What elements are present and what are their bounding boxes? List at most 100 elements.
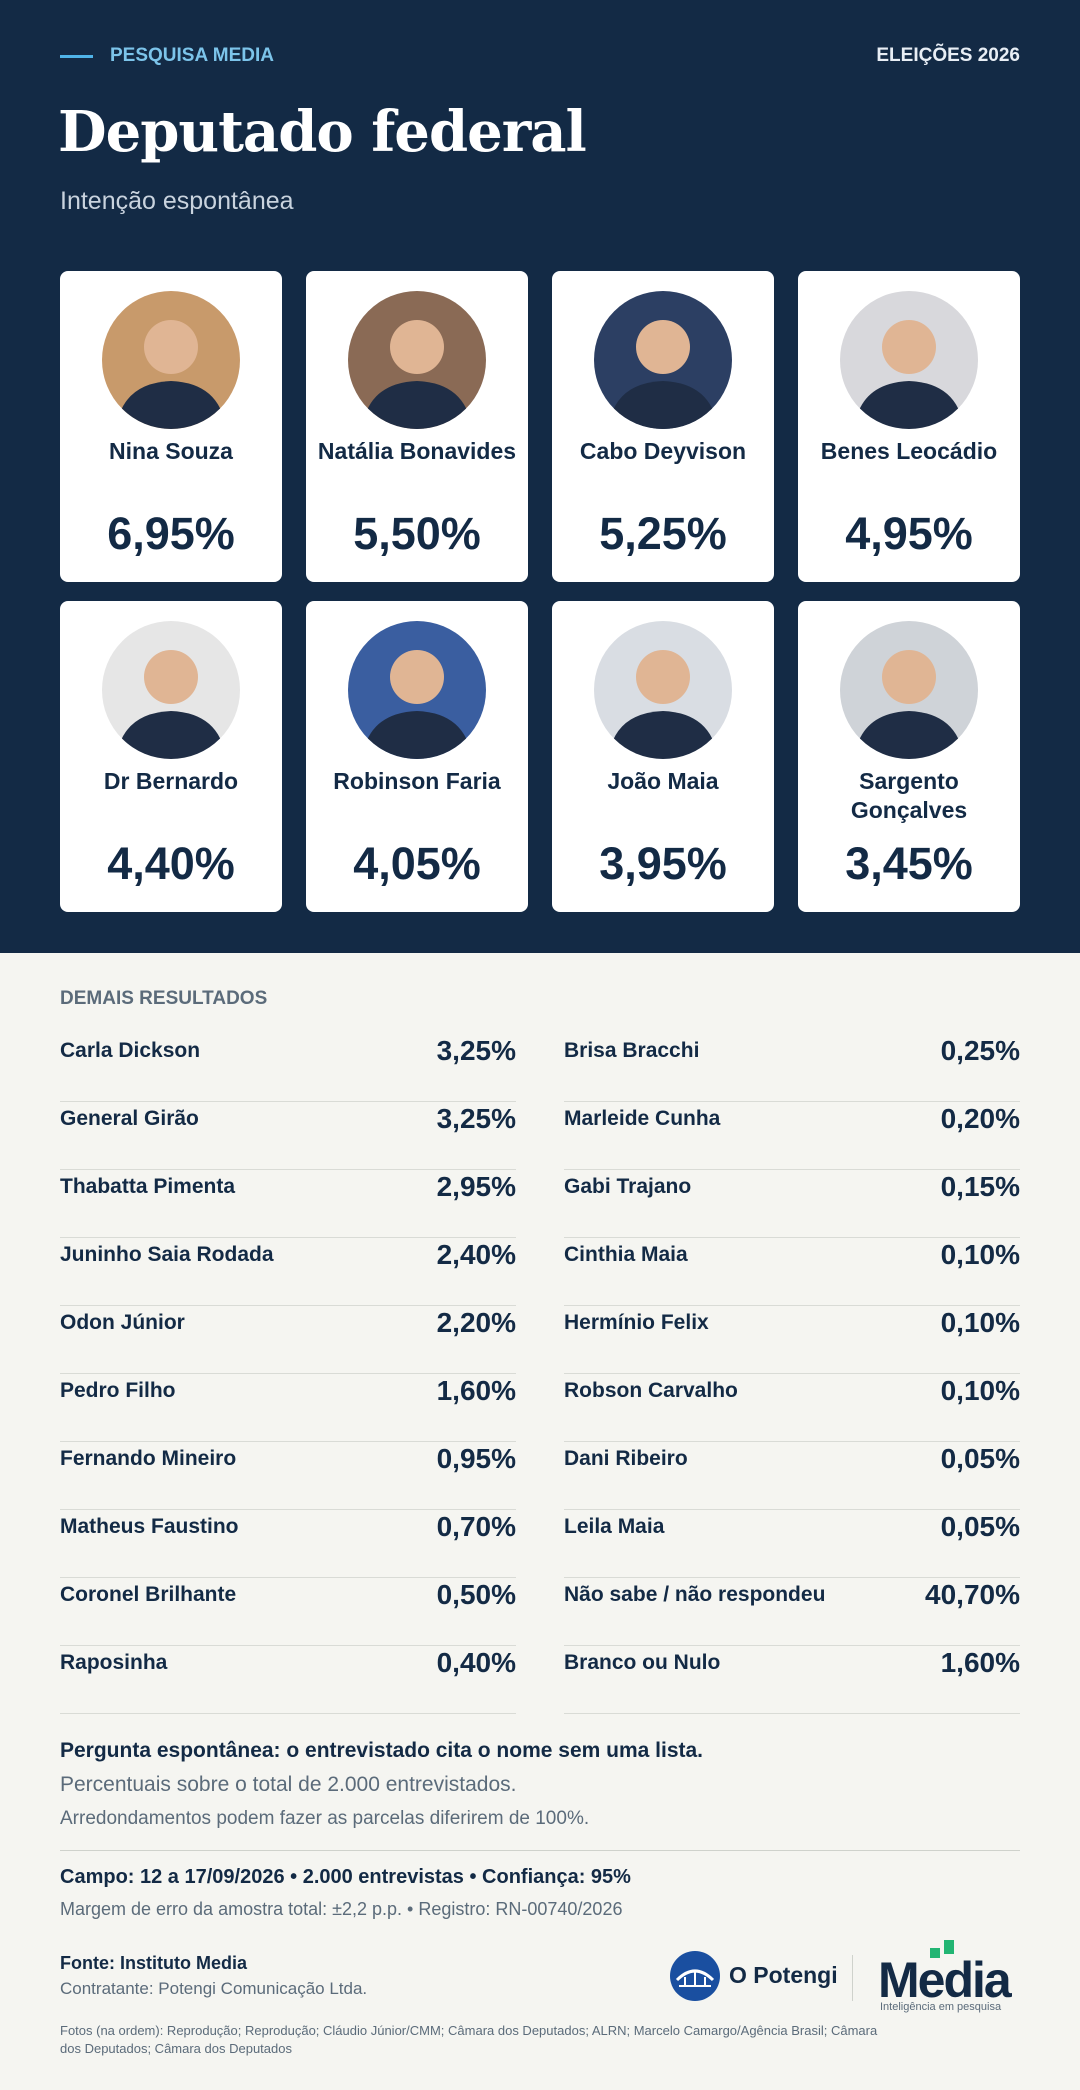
result-name: Coronel Brilhante bbox=[60, 1583, 237, 1606]
edition: ELEIÇÕES 2026 bbox=[876, 45, 1020, 66]
candidate-value: 4,40% bbox=[107, 838, 235, 889]
candidate-card: Sargento Gonçalves 3,45% bbox=[798, 601, 1020, 912]
result-name: Pedro Filho bbox=[60, 1379, 176, 1402]
result-row: Robson Carvalho 0,10% bbox=[564, 1374, 1020, 1442]
result-name: Hermínio Felix bbox=[564, 1311, 709, 1334]
candidate-name: Benes Leocádio bbox=[820, 438, 998, 464]
candidate-value: 5,25% bbox=[599, 508, 727, 559]
result-name: Dani Ribeiro bbox=[564, 1447, 688, 1470]
result-row: Dani Ribeiro 0,05% bbox=[564, 1442, 1020, 1510]
fieldwork: Campo: 12 a 17/09/2026 • 2.000 entrevist… bbox=[60, 1866, 631, 1888]
candidate-value: 4,05% bbox=[353, 838, 481, 889]
result-name: Brisa Bracchi bbox=[564, 1039, 700, 1062]
client: Contratante: Potengi Comunicação Ltda. bbox=[60, 1979, 368, 1998]
title: Deputado federal bbox=[58, 99, 587, 165]
result-value: 0,50% bbox=[436, 1579, 516, 1610]
subtitle: Intenção espontânea bbox=[60, 187, 294, 215]
result-row: Leila Maia 0,05% bbox=[564, 1510, 1020, 1578]
result-value: 0,10% bbox=[940, 1307, 1020, 1338]
result-name: Marleide Cunha bbox=[564, 1107, 721, 1130]
result-name: Não sabe / não respondeu bbox=[564, 1583, 826, 1606]
candidate-card: Cabo Deyvison 5,25% bbox=[552, 271, 774, 582]
result-row: Marleide Cunha 0,20% bbox=[564, 1102, 1020, 1170]
result-row: Pedro Filho 1,60% bbox=[60, 1374, 516, 1442]
candidate-card: Nina Souza 6,95% bbox=[60, 271, 282, 582]
result-row: Branco ou Nulo 1,60% bbox=[564, 1646, 1020, 1714]
note: Pergunta espontânea: o entrevistado cita… bbox=[60, 1739, 704, 1762]
result-row: Gabi Trajano 0,15% bbox=[564, 1170, 1020, 1238]
result-row: Carla Dickson 3,25% bbox=[60, 1034, 516, 1102]
candidate-card: João Maia 3,95% bbox=[552, 601, 774, 912]
result-value: 0,70% bbox=[436, 1511, 516, 1542]
result-row: Matheus Faustino 0,70% bbox=[60, 1510, 516, 1578]
accent-dash bbox=[60, 55, 93, 58]
candidate-photo bbox=[348, 291, 486, 429]
result-value: 0,25% bbox=[940, 1035, 1020, 1066]
result-name: Gabi Trajano bbox=[564, 1175, 692, 1198]
result-row: Brisa Bracchi 0,25% bbox=[564, 1034, 1020, 1102]
result-name: Robson Carvalho bbox=[564, 1379, 738, 1402]
divider bbox=[60, 1850, 1020, 1851]
candidate-name: Natália Bonavides bbox=[317, 438, 517, 464]
result-value: 0,95% bbox=[436, 1443, 516, 1474]
result-value: 1,60% bbox=[436, 1375, 516, 1406]
source: Fonte: Instituto Media bbox=[60, 1953, 247, 1973]
candidate-photo bbox=[102, 291, 240, 429]
kicker: PESQUISA MEDIA bbox=[110, 45, 274, 66]
result-row: Cinthia Maia 0,10% bbox=[564, 1238, 1020, 1306]
result-name: Fernando Mineiro bbox=[60, 1447, 237, 1470]
media-icon bbox=[930, 1940, 954, 1958]
result-value: 0,10% bbox=[940, 1239, 1020, 1270]
section-title: DEMAIS RESULTADOS bbox=[60, 988, 268, 1009]
result-value: 2,95% bbox=[436, 1171, 516, 1202]
result-value: 0,20% bbox=[940, 1103, 1020, 1134]
note: Arredondamentos podem fazer as parcelas … bbox=[60, 1808, 590, 1829]
potengi-icon bbox=[670, 1951, 720, 2001]
result-value: 0,10% bbox=[940, 1375, 1020, 1406]
result-name: Branco ou Nulo bbox=[564, 1651, 721, 1674]
media-tagline: Inteligência em pesquisa bbox=[880, 2001, 1002, 2013]
candidate-card: Natália Bonavides 5,50% bbox=[306, 271, 528, 582]
note: Percentuais sobre o total de 2.000 entre… bbox=[60, 1773, 517, 1796]
result-name: Cinthia Maia bbox=[564, 1243, 688, 1266]
fieldwork: Margem de erro da amostra total: ±2,2 p.… bbox=[60, 1899, 623, 1919]
candidate-photo bbox=[840, 291, 978, 429]
result-row: Odon Júnior 2,20% bbox=[60, 1306, 516, 1374]
candidate-photo bbox=[594, 621, 732, 759]
result-value: 2,40% bbox=[436, 1239, 516, 1270]
result-name: Raposinha bbox=[60, 1651, 168, 1674]
candidate-value: 6,95% bbox=[107, 508, 235, 559]
candidate-name: Sargento Gonçalves bbox=[850, 768, 968, 823]
candidate-name: Cabo Deyvison bbox=[579, 438, 747, 464]
candidate-name: Nina Souza bbox=[109, 438, 233, 464]
result-name: Odon Júnior bbox=[60, 1311, 185, 1334]
candidate-photo bbox=[594, 291, 732, 429]
result-value: 0,05% bbox=[940, 1511, 1020, 1542]
result-row: Thabatta Pimenta 2,95% bbox=[60, 1170, 516, 1238]
result-name: Carla Dickson bbox=[60, 1039, 201, 1062]
result-row: General Girão 3,25% bbox=[60, 1102, 516, 1170]
candidate-photo bbox=[840, 621, 978, 759]
candidate-name: Dr Bernardo bbox=[103, 768, 239, 794]
result-value: 3,25% bbox=[436, 1035, 516, 1066]
candidate-card: Robinson Faria 4,05% bbox=[306, 601, 528, 912]
result-row: Hermínio Felix 0,10% bbox=[564, 1306, 1020, 1374]
candidate-card: Benes Leocádio 4,95% bbox=[798, 271, 1020, 582]
result-value: 0,15% bbox=[940, 1171, 1020, 1202]
candidate-value: 3,95% bbox=[599, 838, 727, 889]
result-row: Não sabe / não respondeu 40,70% bbox=[564, 1578, 1020, 1646]
result-name: Leila Maia bbox=[564, 1515, 665, 1538]
result-row: Juninho Saia Rodada 2,40% bbox=[60, 1238, 516, 1306]
candidate-value: 5,50% bbox=[353, 508, 481, 559]
result-value: 3,25% bbox=[436, 1103, 516, 1134]
result-value: 40,70% bbox=[925, 1579, 1020, 1610]
potengi-logo: O Potengi bbox=[729, 1962, 838, 1988]
result-name: Matheus Faustino bbox=[60, 1515, 239, 1538]
candidate-name: Robinson Faria bbox=[333, 768, 501, 794]
result-value: 0,05% bbox=[940, 1443, 1020, 1474]
result-row: Raposinha 0,40% bbox=[60, 1646, 516, 1714]
result-value: 1,60% bbox=[940, 1647, 1020, 1678]
candidate-name: João Maia bbox=[607, 768, 719, 794]
result-name: General Girão bbox=[60, 1107, 199, 1130]
